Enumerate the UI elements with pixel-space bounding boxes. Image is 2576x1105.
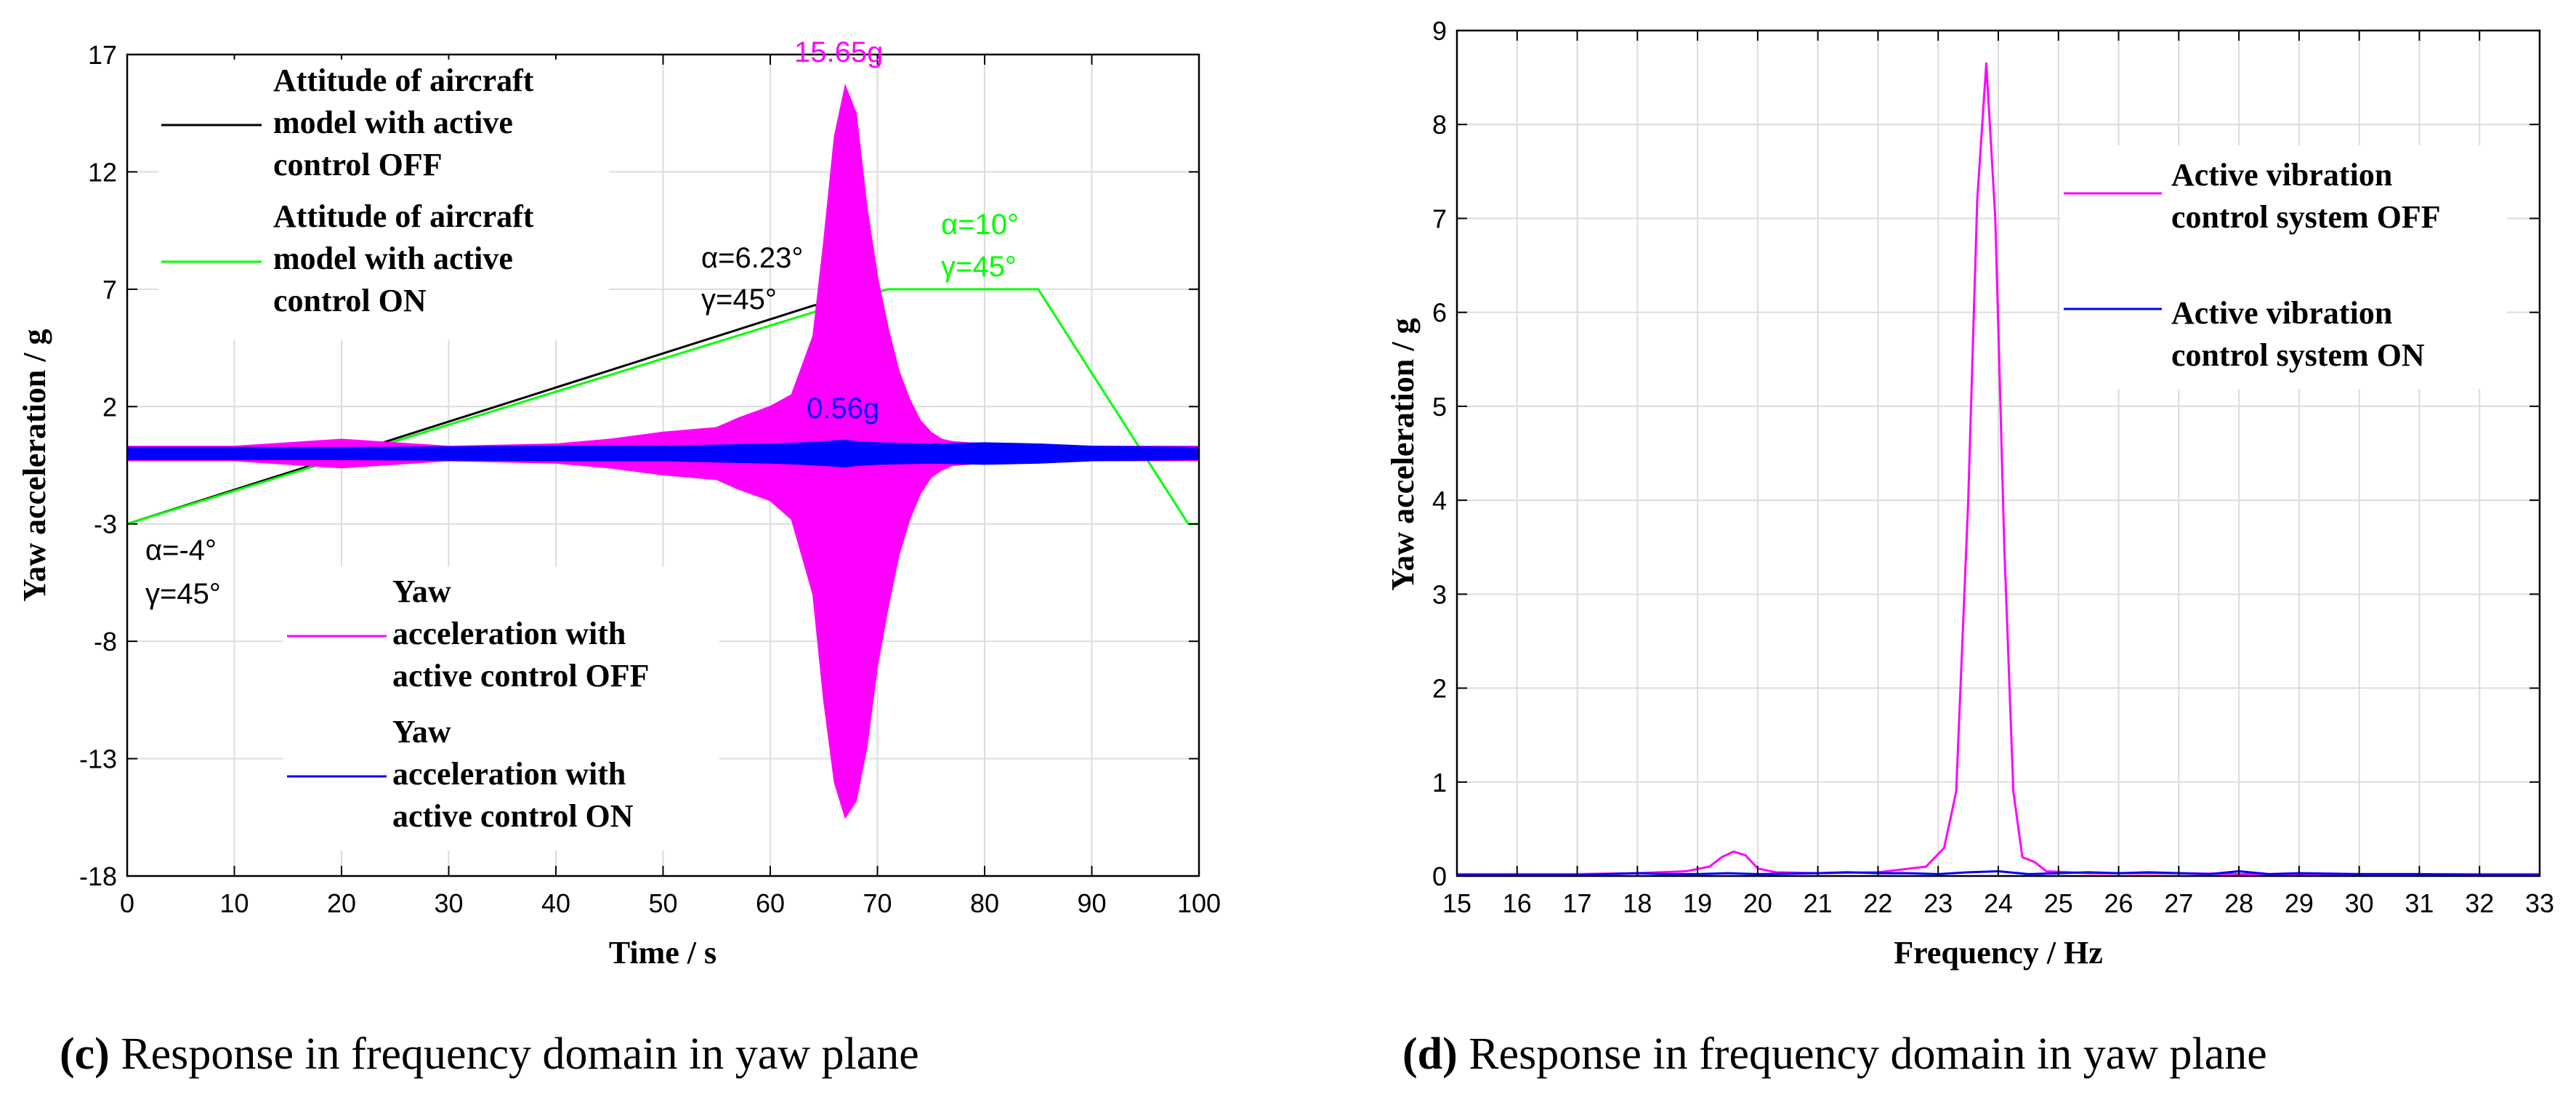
legend-box [283,567,719,851]
legend-label: active control ON [392,798,634,834]
panel-c-caption: (c) Response in frequency domain in yaw … [60,1029,919,1079]
legend-label: control ON [273,283,427,318]
annotation-alpha-start: α=-4° [145,534,217,566]
series-line-0 [1457,62,2540,875]
x-tick-label: 25 [2044,888,2073,918]
x-tick-label: 15 [1442,888,1471,918]
panel-d-caption: (d) Response in frequency domain in yaw … [1402,1029,2267,1079]
x-tick-label: 26 [2104,888,2133,918]
x-tick-label: 17 [1563,888,1592,918]
caption-text: Response in frequency domain in yaw plan… [110,1029,919,1079]
y-tick-label: -3 [94,510,117,539]
panel-d-legend: Active vibration control system OFF Acti… [2060,145,2507,389]
x-tick-label: 23 [1923,888,1953,918]
legend-label: Attitude of aircraft [273,198,534,234]
x-tick-label: 33 [2525,888,2554,918]
panel-c-ticks: 0 10 20 30 40 50 60 70 80 90 100 -18 -13 -8 -3 2 7 12 17 [79,40,1221,918]
annotation-gamma-off-end: γ=45° [701,284,777,316]
x-tick-label: 27 [2164,888,2193,918]
panel-d-y-axis-label: Yaw acceleration / g [1385,318,1421,590]
legend-label: Yaw [392,574,451,609]
legend-label: control OFF [273,147,443,182]
panel-d-x-axis-label: Frequency / Hz [1894,935,2103,971]
annotation-alpha-off-end: α=6.23° [701,242,803,274]
y-tick-label: 2 [1432,674,1447,704]
panel-c-legend-upper: Attitude of aircraft model with active c… [158,60,609,339]
x-tick-label: 19 [1683,888,1712,918]
panel-d-plot [1457,62,2540,877]
x-tick-label: 22 [1863,888,1892,918]
y-tick-label: 3 [1432,579,1447,609]
annotation-alpha-on-end: α=10° [941,209,1019,241]
x-tick-label: 30 [2345,888,2374,918]
panel-d: 15 16 17 18 19 20 21 22 23 24 25 26 27 28 29 30 31 32 3301… [1385,16,2554,1079]
legend-label: model with active [273,105,513,140]
y-tick-label: 7 [1432,204,1447,233]
y-tick-label: -13 [79,744,117,774]
y-tick-label: 9 [1432,16,1447,46]
x-tick-label: 20 [327,888,356,918]
annotation-gamma-start: γ=45° [145,578,221,610]
y-tick-label: -18 [79,861,117,891]
annotation-gamma-on-end: γ=45° [941,251,1017,283]
y-tick-label: 1 [1432,768,1447,797]
y-tick-label: 8 [1432,110,1447,140]
legend-label: active control OFF [392,658,650,694]
panel-c-x-axis-label: Time / s [609,935,716,971]
y-tick-label: 5 [1432,392,1447,422]
caption-letter: (d) [1402,1029,1458,1079]
y-tick-label: 4 [1432,486,1447,515]
y-tick-label: 12 [88,157,117,187]
legend-label: Attitude of aircraft [273,63,534,98]
x-tick-label: 24 [1984,888,2013,918]
annotation-peak-off: 15.65g [794,36,883,68]
y-tick-label: 2 [102,392,117,422]
x-tick-label: 70 [863,888,892,918]
x-tick-label: 0 [120,888,134,918]
legend-label: model with active [273,241,513,276]
x-tick-label: 80 [970,888,999,918]
x-tick-label: 10 [219,888,249,918]
panel-c-y-axis-label: Yaw acceleration / g [17,329,52,601]
y-tick-label: 6 [1432,298,1447,328]
panel-c-legend-lower: Yaw acceleration with active control OFF… [283,567,719,851]
x-tick-label: 32 [2465,888,2494,918]
legend-label: Yaw [392,714,451,750]
x-tick-label: 31 [2405,888,2434,918]
x-tick-label: 28 [2224,888,2253,918]
legend-box [158,60,609,339]
panel-d-ticks: 15 16 17 18 19 20 21 22 23 24 25 26 27 28 29 30 31 32 3301… [1432,16,2554,918]
x-tick-label: 29 [2285,888,2314,918]
legend-label: control system ON [2171,337,2425,373]
caption-text: Response in frequency domain in yaw plan… [1458,1029,2267,1079]
x-tick-label: 21 [1804,888,1833,918]
series-line-1 [1457,870,2540,877]
x-tick-label: 90 [1077,888,1106,918]
x-tick-label: 16 [1503,888,1532,918]
legend-box [2060,145,2507,389]
x-tick-label: 50 [648,888,677,918]
caption-letter: (c) [60,1029,110,1079]
y-tick-label: 17 [88,40,117,70]
y-tick-label: -8 [94,627,117,656]
x-tick-label: 60 [756,888,785,918]
x-tick-label: 100 [1177,888,1221,918]
x-tick-label: 20 [1743,888,1772,918]
legend-label: acceleration with [392,616,626,651]
x-tick-label: 30 [434,888,463,918]
y-tick-label: 0 [1432,861,1447,891]
legend-label: acceleration with [392,756,626,792]
legend-label: control system OFF [2171,199,2441,235]
x-tick-label: 18 [1623,888,1652,918]
annotation-peak-on: 0.56g [807,393,879,425]
panel-c: 0 10 20 30 40 50 60 70 80 90 100 -18 -13 -8 -3 2 7 12 17 1… [17,36,1221,1079]
legend-label: Active vibration [2171,157,2392,193]
legend-label: Active vibration [2171,295,2392,331]
x-tick-label: 40 [541,888,570,918]
y-tick-label: 7 [102,275,117,305]
